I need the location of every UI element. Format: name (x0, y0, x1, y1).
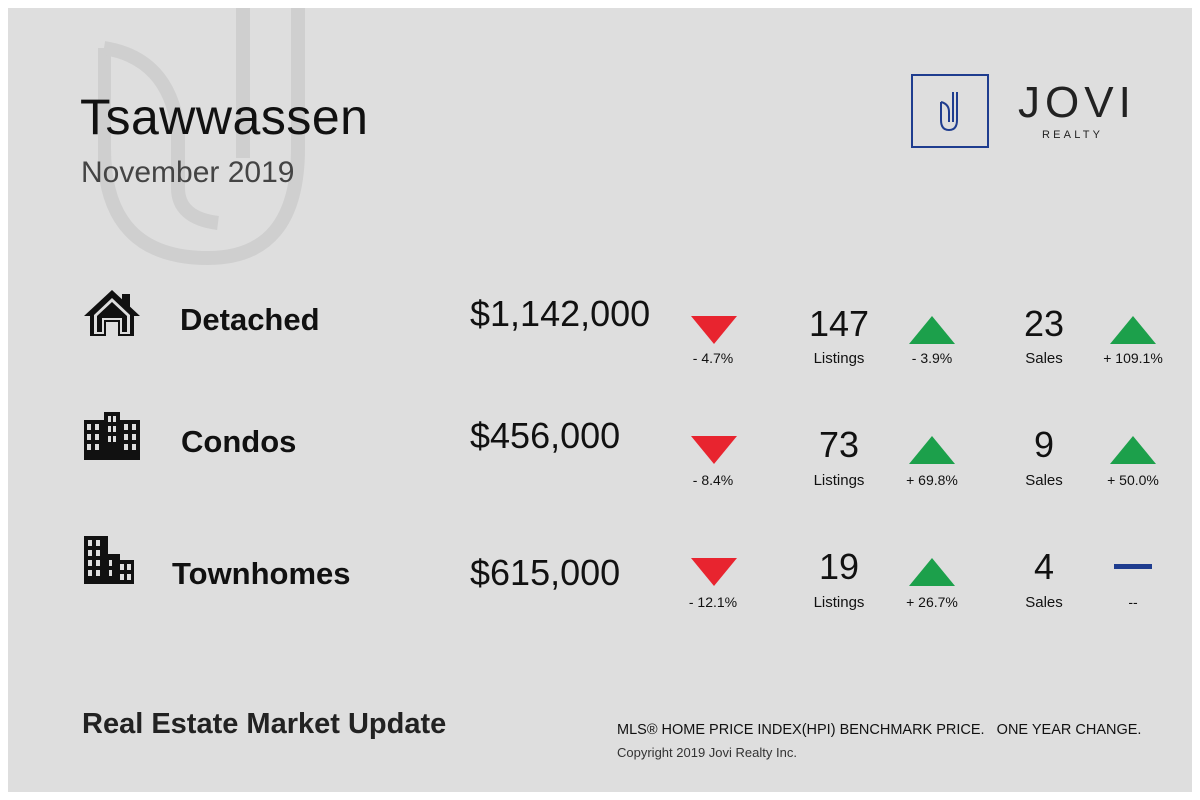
sales-count: 9 (1033, 424, 1055, 465)
townhouse-building-icon (84, 536, 134, 584)
price-down-arrow-icon (691, 436, 737, 464)
market-row-detached: Detached $1,142,000 - 4.7% 147 Listings … (8, 288, 1192, 398)
listings-change: + 26.7% (906, 594, 958, 610)
price-change: - 8.4% (692, 472, 734, 488)
sales-up-arrow-icon (1110, 316, 1156, 344)
sales-change: + 109.1% (1103, 350, 1163, 366)
listings-change: + 69.8% (906, 472, 958, 488)
listings-count: 73 (818, 424, 860, 465)
benchmark-price: $1,142,000 (470, 293, 651, 334)
sales-change: -- (1128, 594, 1138, 610)
market-row-townhomes: Townhomes $615,000 - 12.1% 19 Listings +… (8, 532, 1192, 642)
footer-note: MLS® HOME PRICE INDEX(HPI) BENCHMARK PRI… (617, 722, 1142, 738)
sales-count: 23 (1023, 303, 1065, 344)
listings-label: Listings (813, 594, 865, 611)
apartment-building-icon (84, 412, 140, 460)
listings-up-arrow-icon (909, 316, 955, 344)
benchmark-price: $615,000 (470, 552, 621, 593)
footer-copyright: Copyright 2019 Jovi Realty Inc. (617, 745, 797, 760)
price-down-arrow-icon (691, 558, 737, 586)
listings-count: 147 (808, 303, 870, 344)
listings-up-arrow-icon (909, 558, 955, 586)
sales-count: 4 (1033, 546, 1055, 587)
house-icon (84, 290, 140, 336)
jovi-logo-mark-icon (911, 74, 989, 148)
price-down-arrow-icon (691, 316, 737, 344)
market-update-card: Tsawwassen November 2019 JOVI REALTY Det… (8, 8, 1192, 792)
sales-label: Sales (1025, 594, 1063, 611)
sales-change: + 50.0% (1107, 472, 1159, 488)
market-row-condos: Condos $456,000 - 8.4% 73 Listings + 69.… (8, 410, 1192, 520)
logo-brand-text: JOVI (1018, 78, 1136, 127)
footer-title: Real Estate Market Update (82, 708, 447, 740)
logo-tagline-text: REALTY (1042, 129, 1104, 141)
listings-label: Listings (813, 472, 865, 489)
sales-up-arrow-icon (1110, 436, 1156, 464)
property-type-label: Condos (181, 424, 297, 459)
sales-label: Sales (1025, 472, 1063, 489)
property-type-label: Detached (180, 302, 320, 337)
listings-count: 19 (818, 546, 860, 587)
listings-up-arrow-icon (909, 436, 955, 464)
watermark-logo-icon (98, 8, 305, 266)
sales-no-change-dash-icon (1114, 564, 1152, 569)
sales-label: Sales (1025, 350, 1063, 367)
listings-change: - 3.9% (911, 350, 953, 366)
benchmark-price: $456,000 (470, 415, 621, 456)
page-subtitle: November 2019 (81, 156, 295, 189)
listings-label: Listings (813, 350, 865, 367)
price-change: - 4.7% (692, 350, 734, 366)
page-title: Tsawwassen (80, 89, 369, 145)
price-change: - 12.1% (688, 594, 738, 610)
property-type-label: Townhomes (172, 556, 351, 591)
